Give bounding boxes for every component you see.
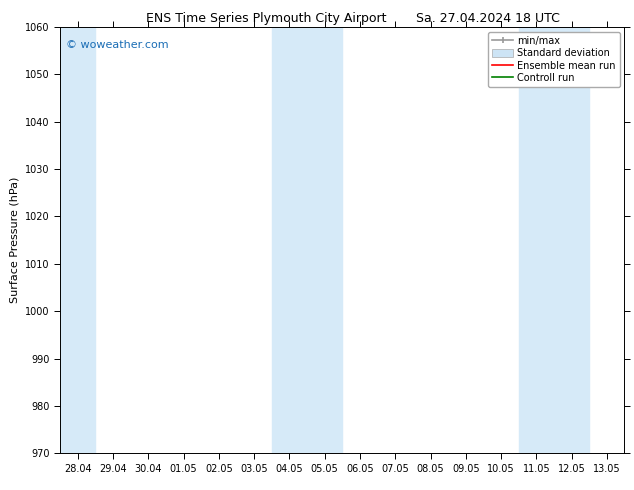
Bar <box>519 27 589 453</box>
Text: Sa. 27.04.2024 18 UTC: Sa. 27.04.2024 18 UTC <box>417 12 560 25</box>
Legend: min/max, Standard deviation, Ensemble mean run, Controll run: min/max, Standard deviation, Ensemble me… <box>488 32 619 87</box>
Bar <box>60 27 96 453</box>
Text: © woweather.com: © woweather.com <box>66 40 169 50</box>
Bar <box>272 27 342 453</box>
Text: ENS Time Series Plymouth City Airport: ENS Time Series Plymouth City Airport <box>146 12 387 25</box>
Y-axis label: Surface Pressure (hPa): Surface Pressure (hPa) <box>10 177 20 303</box>
